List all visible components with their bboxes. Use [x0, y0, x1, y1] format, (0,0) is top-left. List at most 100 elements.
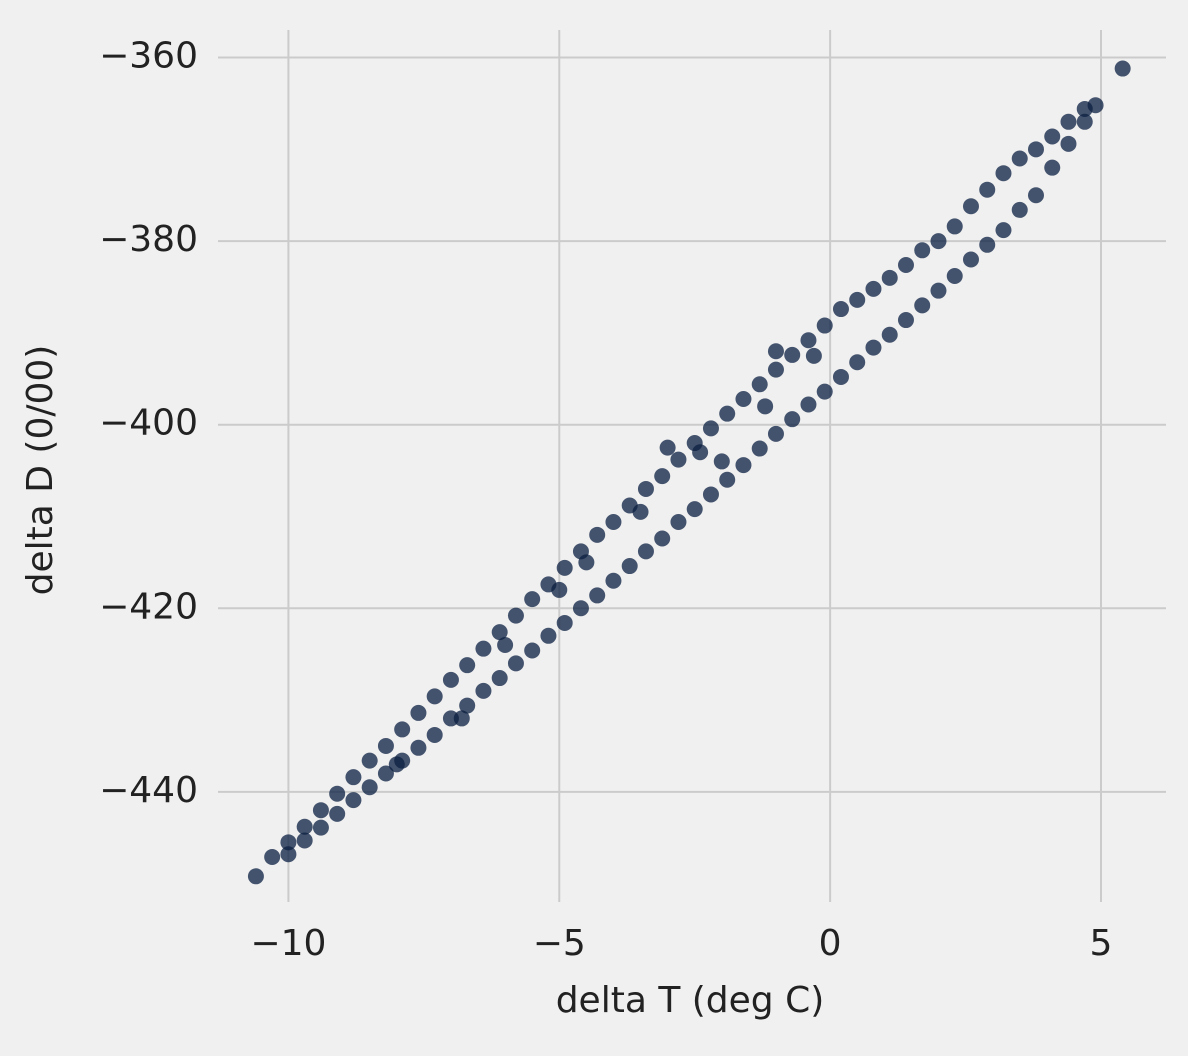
points	[247, 60, 1131, 885]
point	[914, 297, 931, 314]
point	[491, 670, 508, 687]
point	[930, 282, 947, 299]
point	[757, 398, 774, 415]
point	[329, 805, 346, 822]
point	[361, 752, 378, 769]
point	[578, 554, 595, 571]
point	[589, 587, 606, 604]
y-tick-label: −400	[99, 403, 198, 444]
point	[767, 361, 784, 378]
x-tick-label: 5	[1090, 923, 1113, 964]
point	[459, 657, 476, 674]
point	[719, 405, 736, 422]
point	[361, 779, 378, 796]
point	[849, 354, 866, 371]
point	[946, 218, 963, 235]
point	[914, 242, 931, 259]
point	[735, 390, 752, 407]
point	[1011, 201, 1028, 218]
point	[296, 818, 313, 835]
point	[453, 710, 470, 727]
point	[1044, 159, 1061, 176]
point	[1027, 141, 1044, 158]
point	[767, 425, 784, 442]
point	[394, 721, 411, 738]
point	[377, 737, 394, 754]
point	[556, 614, 573, 631]
point	[670, 451, 687, 468]
point	[865, 280, 882, 297]
y-tick-label: −420	[99, 586, 198, 627]
point	[962, 198, 979, 215]
point	[410, 704, 427, 721]
point	[897, 312, 914, 329]
x-tick-label: −10	[250, 923, 326, 964]
point	[849, 291, 866, 308]
point	[659, 439, 676, 456]
point	[800, 396, 817, 413]
point	[280, 846, 297, 863]
point	[540, 627, 557, 644]
point	[686, 501, 703, 518]
point	[995, 165, 1012, 182]
point	[572, 600, 589, 617]
point	[377, 765, 394, 782]
point	[345, 792, 362, 809]
point	[264, 849, 281, 866]
point	[1060, 135, 1077, 152]
point	[589, 526, 606, 543]
point	[816, 317, 833, 334]
point	[800, 332, 817, 349]
grid	[218, 30, 1166, 902]
y-axis-label: delta D (0/00)	[20, 345, 61, 596]
point	[946, 267, 963, 284]
point	[459, 697, 476, 714]
point	[475, 640, 492, 657]
point	[497, 636, 514, 653]
point	[702, 486, 719, 503]
point	[962, 251, 979, 268]
point	[426, 688, 443, 705]
point	[621, 558, 638, 575]
point	[637, 543, 654, 560]
point	[751, 376, 768, 393]
point	[345, 769, 362, 786]
x-axis-label: delta T (deg C)	[556, 980, 825, 1021]
point	[442, 671, 459, 688]
y-tick-label: −360	[99, 36, 198, 77]
point	[491, 624, 508, 641]
point	[881, 269, 898, 286]
point	[719, 471, 736, 488]
point	[632, 503, 649, 520]
point	[832, 301, 849, 318]
point	[247, 868, 264, 885]
point	[1060, 113, 1077, 130]
point	[897, 256, 914, 273]
point	[524, 642, 541, 659]
point	[1027, 187, 1044, 204]
point	[979, 181, 996, 198]
point	[312, 802, 329, 819]
point	[816, 383, 833, 400]
point	[637, 480, 654, 497]
point	[605, 513, 622, 530]
x-tick-label: 0	[819, 923, 842, 964]
point	[832, 368, 849, 385]
point	[692, 444, 709, 461]
point	[551, 581, 568, 598]
point	[410, 739, 427, 756]
point	[426, 726, 443, 743]
point	[329, 785, 346, 802]
point	[1011, 150, 1028, 167]
point	[995, 222, 1012, 239]
x-tick-label: −5	[533, 923, 586, 964]
point	[1044, 128, 1061, 145]
point	[388, 756, 405, 773]
point	[784, 346, 801, 363]
point	[784, 411, 801, 428]
point	[1114, 60, 1131, 77]
y-tick-label: −440	[99, 770, 198, 811]
point	[654, 468, 671, 485]
point	[751, 440, 768, 457]
